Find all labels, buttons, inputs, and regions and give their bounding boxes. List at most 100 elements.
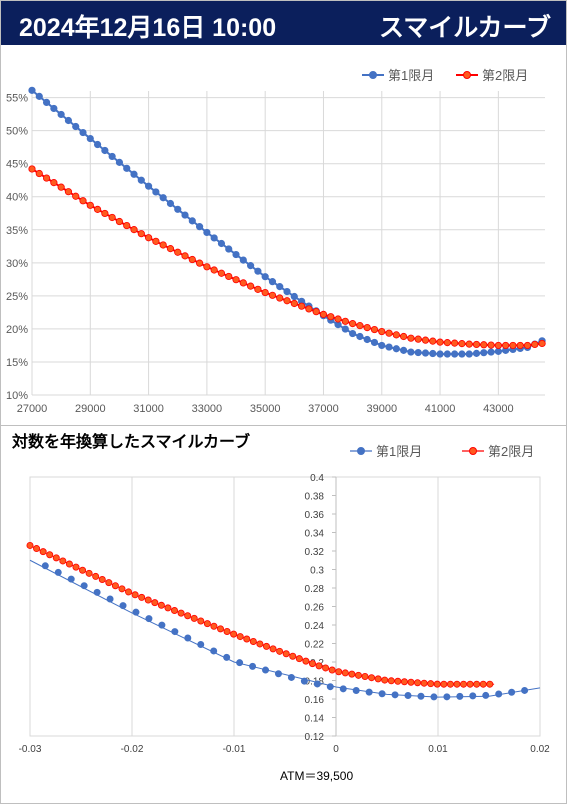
chart2-data-point bbox=[197, 617, 205, 625]
chart1-data-point bbox=[502, 341, 510, 350]
chart2-data-point bbox=[417, 692, 425, 700]
chart2-data-point bbox=[326, 683, 334, 691]
chart1-legend-label: 第1限月 bbox=[388, 68, 434, 83]
chart2-data-point bbox=[453, 680, 461, 688]
chart1-data-point bbox=[42, 98, 51, 107]
chart1-data-point bbox=[538, 339, 546, 348]
chart2-y-tick-label: 0.38 bbox=[305, 492, 325, 503]
chart2-data-point bbox=[39, 548, 47, 556]
chart1-data-point bbox=[232, 250, 240, 259]
chart1-data-point bbox=[195, 223, 204, 231]
chart2-data-point bbox=[404, 692, 412, 700]
chart2-data-point bbox=[495, 690, 503, 698]
chart2-series-line bbox=[29, 544, 495, 685]
chart1-data-point bbox=[283, 287, 291, 296]
chart2-data-point bbox=[118, 585, 126, 593]
chart1-data-point bbox=[392, 331, 400, 339]
chart1-data-point bbox=[166, 245, 175, 253]
chart1-data-point bbox=[414, 335, 422, 343]
chart1-data-point bbox=[152, 188, 160, 196]
chart1-data-point bbox=[108, 152, 116, 161]
chart2-data-point bbox=[473, 680, 481, 688]
chart1-data-point bbox=[276, 294, 284, 302]
chart2-data-point bbox=[138, 593, 146, 601]
chart1-data-point bbox=[480, 341, 488, 349]
chart1-data-point bbox=[349, 329, 357, 338]
chart2-data-point bbox=[341, 669, 349, 677]
chart2-data-point bbox=[414, 679, 422, 687]
chart1-data-point bbox=[268, 278, 277, 286]
chart1-data-point bbox=[370, 338, 379, 347]
chart1-data-point bbox=[363, 323, 371, 332]
chart1-x-tick-label: 29000 bbox=[75, 403, 106, 415]
chart2-x-tick-label: 0.01 bbox=[428, 744, 448, 755]
chart2-data-point bbox=[354, 671, 362, 679]
chart1-x-tick-label: 35000 bbox=[250, 403, 281, 415]
chart1-y-tick-label: 55% bbox=[6, 93, 28, 105]
chart1-data-point bbox=[35, 92, 43, 100]
chart2-data-point bbox=[269, 645, 277, 653]
header-title: スマイルカーブ bbox=[379, 14, 552, 42]
chart2-data-point bbox=[394, 677, 402, 685]
chart1-x-tick-label: 39000 bbox=[366, 403, 397, 415]
chart2-data-point bbox=[289, 652, 297, 660]
chart1-y-tick-label: 45% bbox=[6, 159, 28, 171]
chart1-x-tick-label: 37000 bbox=[308, 403, 339, 415]
chart2-data-point bbox=[433, 680, 441, 688]
chart2-data-point bbox=[98, 576, 106, 584]
chart1-data-point bbox=[443, 350, 451, 358]
chart2-data-point bbox=[203, 620, 211, 628]
chart2-data-point bbox=[315, 662, 323, 670]
chart1-data-point bbox=[195, 259, 204, 267]
chart1-data-point bbox=[436, 350, 444, 358]
chart2-data-point bbox=[236, 659, 244, 667]
header-datetime: 2024年12月16日 10:00 bbox=[19, 14, 277, 42]
chart1-y-tick-label: 15% bbox=[6, 357, 28, 369]
chart1-data-point bbox=[472, 340, 481, 349]
chart1-data-point bbox=[385, 343, 393, 351]
chart2-x-axis-label: ATM＝39,500 bbox=[280, 769, 354, 783]
chart1-data-point bbox=[334, 315, 342, 323]
chart1-data-point bbox=[400, 332, 408, 341]
chart1-data-point bbox=[210, 234, 218, 242]
chart1-data-point bbox=[487, 348, 495, 356]
chart1-data-point bbox=[64, 116, 73, 125]
chart2-data-point bbox=[374, 675, 382, 683]
chart1-data-point bbox=[392, 345, 400, 353]
chart2-data-point bbox=[106, 595, 114, 603]
chart1-data-point bbox=[261, 273, 269, 281]
chart1-data-point bbox=[494, 341, 502, 350]
chart1-x-tick-label: 41000 bbox=[425, 403, 456, 415]
chart2-data-point bbox=[184, 612, 192, 620]
chart2-data-point bbox=[486, 680, 494, 688]
chart2-x-tick-label: -0.02 bbox=[121, 744, 144, 755]
chart2-data-point bbox=[521, 686, 529, 694]
chart1-data-point bbox=[93, 205, 102, 213]
chart1-data-point bbox=[225, 245, 233, 253]
chart1-data-point bbox=[487, 341, 495, 349]
chart1-data-point bbox=[130, 170, 138, 178]
chart2-data-point bbox=[111, 582, 119, 590]
chart2-data-point bbox=[460, 680, 468, 688]
chart1-data-point bbox=[378, 341, 386, 350]
chart2-data-point bbox=[67, 575, 75, 583]
chart1-data-point bbox=[115, 217, 124, 226]
chart2-data-point bbox=[387, 677, 395, 685]
chart1-data-point bbox=[341, 325, 349, 333]
chart1-data-point bbox=[72, 192, 80, 200]
chart1-y-tick-label: 20% bbox=[6, 324, 28, 336]
chart1-data-point bbox=[290, 299, 298, 308]
chart1-data-point bbox=[174, 248, 182, 256]
chart2-data-point bbox=[164, 604, 172, 612]
chart2-data-point bbox=[59, 557, 67, 565]
chart2-data-point bbox=[105, 579, 113, 587]
chart1-data-point bbox=[341, 317, 349, 325]
chart1-data-point bbox=[181, 211, 189, 219]
chart1-y-tick-label: 25% bbox=[6, 291, 28, 303]
chart1-data-point bbox=[203, 228, 211, 237]
chart1-data-point bbox=[210, 266, 218, 274]
chart1-data-point bbox=[290, 292, 298, 301]
chart2-data-point bbox=[65, 560, 73, 568]
chart1-data-point bbox=[217, 239, 226, 248]
